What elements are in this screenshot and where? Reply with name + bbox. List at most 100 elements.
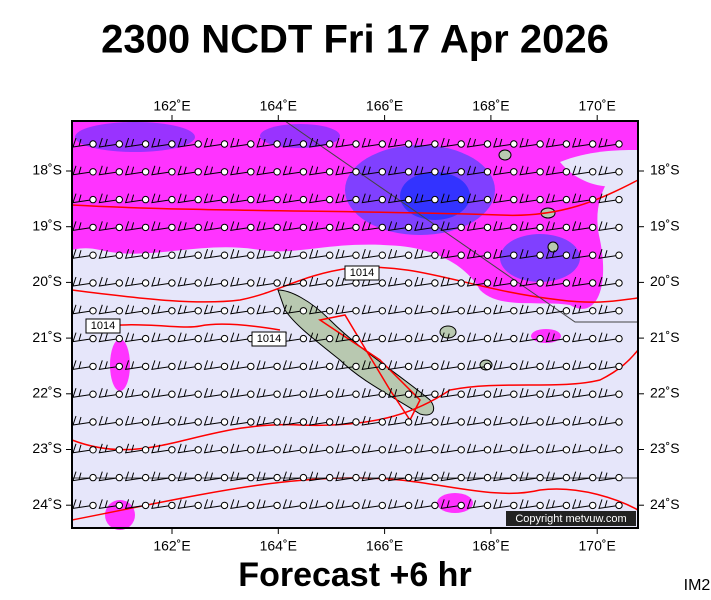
barb bbox=[598, 221, 620, 232]
barb bbox=[124, 276, 146, 287]
station bbox=[89, 251, 97, 259]
station bbox=[89, 195, 97, 204]
station bbox=[220, 168, 229, 176]
barb bbox=[177, 415, 199, 426]
barb bbox=[598, 165, 620, 176]
station bbox=[352, 418, 360, 426]
barb bbox=[308, 443, 330, 454]
station bbox=[404, 334, 413, 343]
station bbox=[431, 140, 439, 148]
station bbox=[299, 307, 308, 315]
station bbox=[115, 279, 124, 287]
station bbox=[457, 390, 465, 398]
barb bbox=[466, 388, 488, 398]
barb bbox=[177, 360, 199, 371]
barb bbox=[335, 137, 357, 148]
station bbox=[299, 418, 308, 426]
barb bbox=[466, 165, 488, 176]
station bbox=[457, 195, 465, 204]
station bbox=[220, 279, 229, 287]
station bbox=[431, 168, 439, 176]
station bbox=[378, 334, 386, 343]
barb bbox=[414, 360, 435, 371]
station bbox=[352, 390, 360, 398]
station bbox=[562, 307, 571, 315]
station bbox=[247, 140, 255, 148]
barb bbox=[335, 221, 357, 232]
station bbox=[404, 307, 413, 315]
station bbox=[115, 334, 124, 343]
barb bbox=[466, 304, 488, 315]
station bbox=[141, 362, 150, 371]
barb bbox=[545, 360, 567, 371]
station bbox=[273, 195, 281, 204]
station bbox=[220, 223, 229, 232]
barb bbox=[230, 388, 251, 398]
barb bbox=[598, 276, 620, 287]
barb bbox=[519, 471, 541, 482]
barb bbox=[256, 471, 278, 482]
barb bbox=[414, 249, 435, 259]
barb bbox=[414, 304, 435, 315]
station bbox=[299, 251, 308, 259]
isobar-label: 1014 bbox=[257, 333, 281, 345]
station bbox=[510, 390, 518, 398]
barb bbox=[387, 388, 409, 398]
barb bbox=[493, 276, 514, 287]
station bbox=[562, 446, 571, 454]
station bbox=[378, 279, 386, 287]
barb bbox=[440, 388, 462, 398]
barb bbox=[519, 443, 541, 454]
barb bbox=[98, 332, 120, 343]
station bbox=[194, 307, 202, 315]
barb bbox=[230, 249, 251, 259]
station bbox=[299, 140, 308, 148]
station bbox=[615, 390, 623, 398]
station bbox=[615, 307, 623, 315]
station bbox=[326, 501, 334, 510]
station bbox=[168, 418, 176, 426]
station bbox=[431, 251, 439, 259]
lat-label: 23˚S bbox=[650, 440, 680, 456]
barb bbox=[151, 137, 172, 148]
barb bbox=[598, 388, 620, 398]
barb bbox=[203, 360, 225, 371]
station bbox=[115, 501, 124, 510]
station bbox=[562, 501, 571, 510]
station bbox=[220, 140, 229, 148]
station bbox=[220, 446, 229, 454]
station bbox=[589, 418, 597, 426]
barb bbox=[98, 443, 120, 454]
barb bbox=[98, 304, 120, 315]
label-box bbox=[344, 265, 380, 281]
station bbox=[615, 446, 623, 454]
barb bbox=[308, 415, 330, 426]
station bbox=[536, 195, 544, 204]
barb bbox=[230, 332, 251, 343]
station bbox=[168, 362, 176, 371]
barb bbox=[440, 221, 462, 232]
barb bbox=[361, 499, 383, 510]
station bbox=[615, 501, 623, 510]
station bbox=[141, 418, 150, 426]
barb bbox=[282, 388, 304, 398]
station bbox=[115, 473, 124, 482]
barb bbox=[519, 249, 541, 259]
station bbox=[194, 279, 202, 287]
barb bbox=[308, 165, 330, 176]
barb bbox=[335, 304, 357, 315]
station bbox=[404, 390, 413, 398]
barb bbox=[256, 165, 278, 176]
lat-label: 24˚S bbox=[32, 496, 62, 512]
barb bbox=[519, 360, 541, 371]
station bbox=[615, 140, 623, 148]
station bbox=[510, 418, 518, 426]
station bbox=[115, 390, 124, 398]
barb bbox=[308, 388, 330, 398]
station bbox=[589, 140, 597, 148]
station bbox=[510, 446, 518, 454]
station bbox=[431, 390, 439, 398]
barb bbox=[545, 471, 567, 482]
station bbox=[457, 223, 465, 232]
barb bbox=[493, 360, 514, 371]
